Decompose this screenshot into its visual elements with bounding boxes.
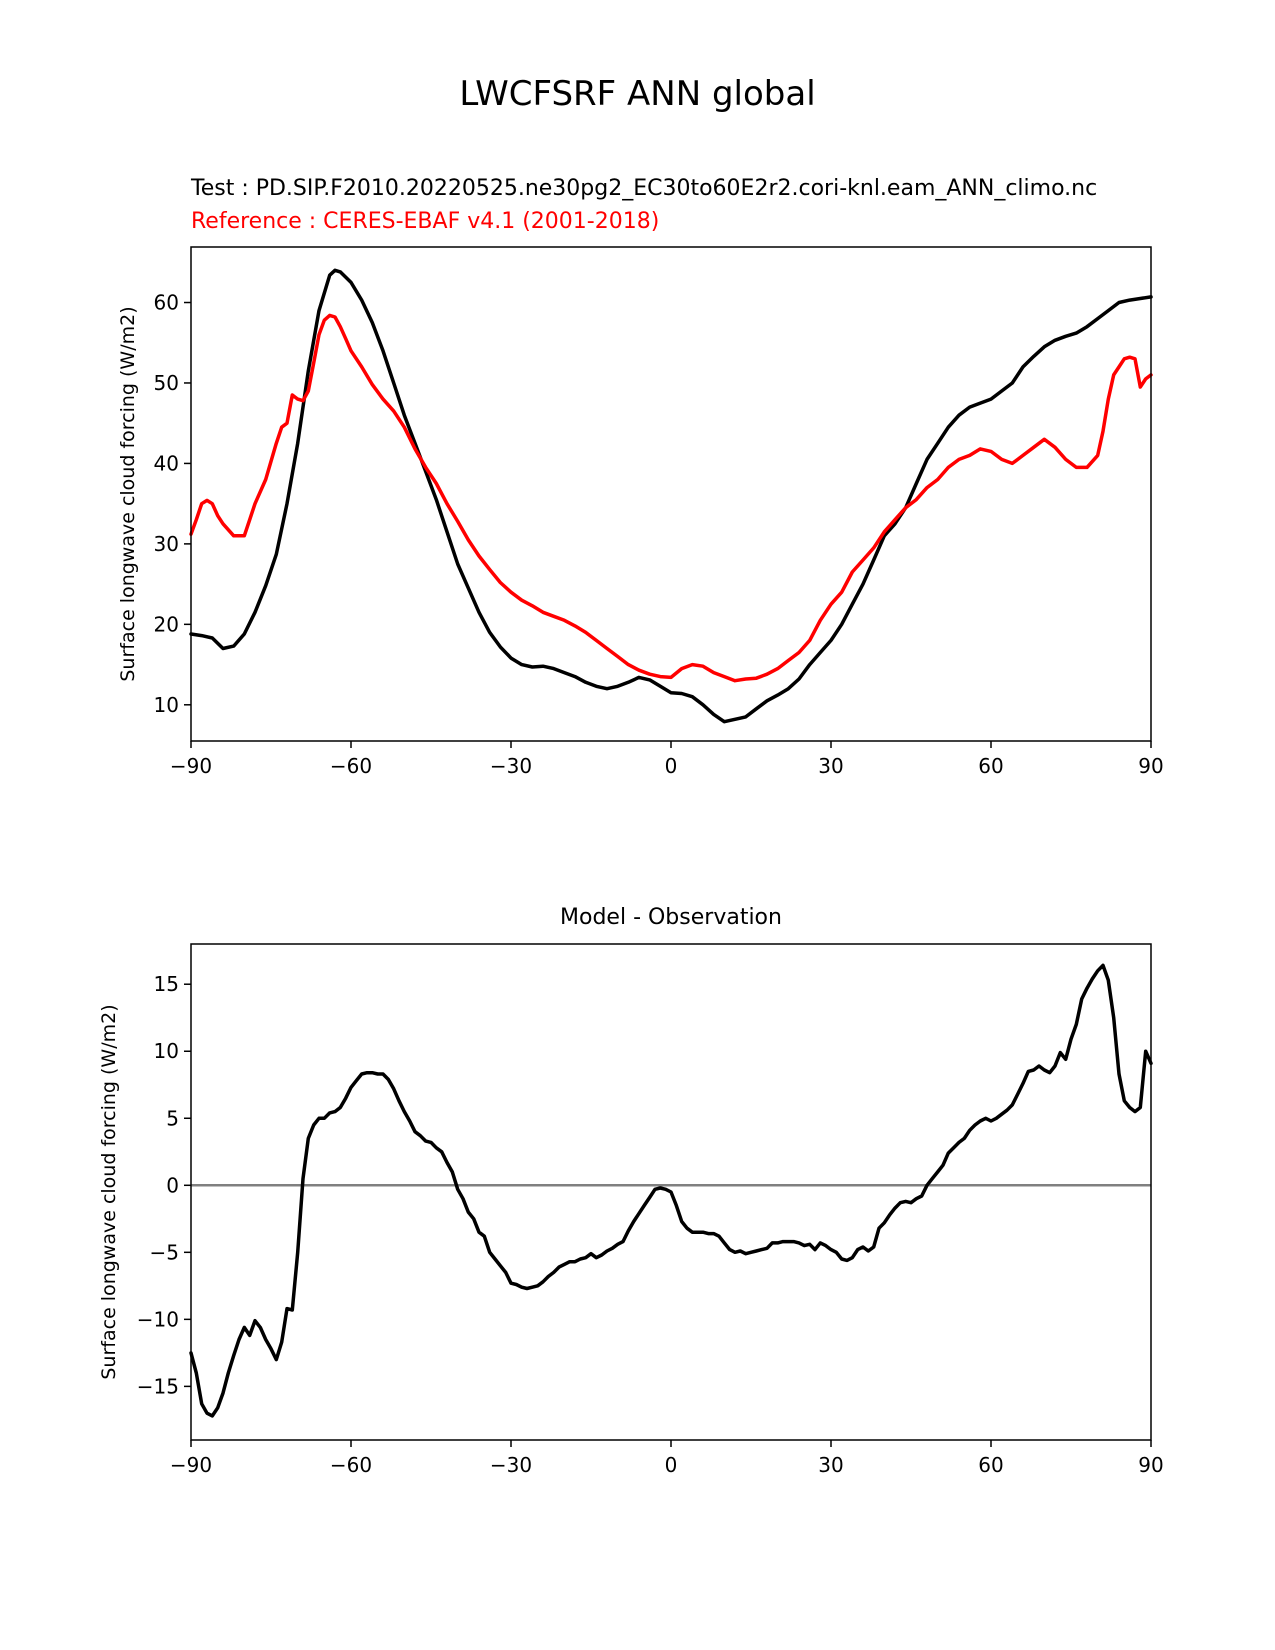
- x-tick-label: 30: [818, 754, 843, 778]
- x-tick-label: −60: [330, 1453, 372, 1477]
- figure-title: LWCFSRF ANN global: [459, 74, 816, 114]
- y-tick-label: −5: [150, 1240, 179, 1264]
- x-tick-label: 60: [978, 1453, 1003, 1477]
- y-tick-label: 20: [154, 612, 179, 636]
- series-line-1: [189, 268, 1153, 724]
- y-tick-label: 10: [154, 693, 179, 717]
- x-tick-label: 60: [978, 754, 1003, 778]
- x-tick-label: 90: [1138, 754, 1163, 778]
- series-line-2: [189, 313, 1153, 683]
- y-tick-label: 40: [154, 451, 179, 475]
- y-tick-label: 15: [154, 972, 179, 996]
- y-tick-label: 30: [154, 532, 179, 556]
- x-tick-label: 30: [818, 1453, 843, 1477]
- y-tick-label: 5: [166, 1106, 179, 1130]
- y-tick-label: 10: [154, 1039, 179, 1063]
- test-label: Test : PD.SIP.F2010.20220525.ne30pg2_EC3…: [191, 176, 1098, 201]
- axes-frame: [190, 246, 1152, 742]
- y-axis-label: Surface longwave cloud forcing (W/m2): [98, 1004, 120, 1379]
- y-tick-label: 0: [166, 1173, 179, 1197]
- y-tick-label: −10: [137, 1307, 179, 1331]
- x-tick-label: −60: [330, 754, 372, 778]
- series-line-1: [189, 963, 1153, 1418]
- x-tick-label: −90: [170, 1453, 212, 1477]
- x-tick-label: −30: [490, 754, 532, 778]
- x-tick-label: 0: [665, 1453, 678, 1477]
- y-tick-label: 60: [154, 291, 179, 315]
- y-tick-label: −15: [137, 1374, 179, 1398]
- y-axis-label: Surface longwave cloud forcing (W/m2): [117, 306, 139, 681]
- x-tick-label: 90: [1138, 1453, 1163, 1477]
- reference-label: Reference : CERES-EBAF v4.1 (2001-2018): [191, 209, 660, 234]
- x-tick-label: −30: [490, 1453, 532, 1477]
- y-tick-label: 50: [154, 371, 179, 395]
- x-tick-label: −90: [170, 754, 212, 778]
- top-panel: −90 −60 −30 0 30 60 90 10 20 30 40 50 60 Surface long…: [117, 246, 1164, 778]
- bottom-panel-title: Model - Observation: [560, 905, 782, 930]
- bottom-panel: −90 −60 −30 0 30 60 90 −15 −10 −5 0 5 10 15 Surface lo…: [98, 943, 1164, 1477]
- x-tick-label: 0: [665, 754, 678, 778]
